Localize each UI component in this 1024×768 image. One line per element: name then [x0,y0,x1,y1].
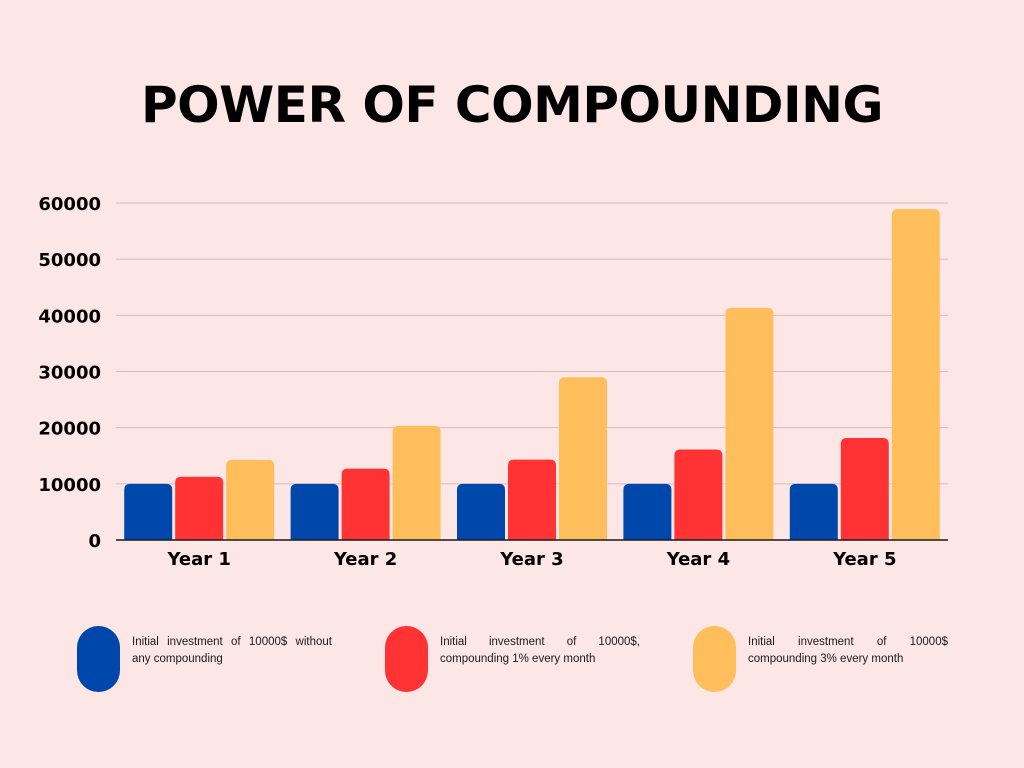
x-tick-label: Year 2 [333,549,397,570]
bar-3 [392,425,441,540]
x-tick-label: Year 1 [166,549,230,570]
legend-swatch-yellow [693,626,736,692]
y-tick-label: 20000 [38,419,101,440]
bar-chart: 0 10000 20000 30000 40000 50000 60000 Year 1 Yea… [38,194,948,570]
bar-3 [559,377,607,540]
bar-1 [290,483,339,540]
y-tick-label: 10000 [38,475,101,496]
bar-3 [891,209,940,540]
legend-label: Initial investment of 10000$ compounding… [748,636,948,665]
legend-label: Initial investment of 10000$, compoundin… [440,636,640,665]
y-tick-label: 0 [88,531,101,552]
bar-1 [124,483,173,540]
bar-3 [725,307,774,540]
y-tick-label: 50000 [38,250,101,271]
bar-1 [457,483,505,540]
x-tick-label: Year 3 [499,549,563,570]
legend-swatch-red [385,626,428,692]
y-tick-label: 30000 [38,363,101,384]
chart-title: POWER OF COMPOUNDING [141,76,883,134]
bar-2 [674,449,723,540]
bar-1 [623,483,672,540]
y-tick-label: 60000 [38,194,101,215]
x-tick-label: Year 5 [832,549,896,570]
y-tick-label: 40000 [38,306,101,327]
bar-1 [789,483,838,540]
bar-2 [508,459,556,540]
legend-swatch-blue [77,626,120,692]
bar-2 [341,468,390,540]
bar-3 [226,459,275,540]
bar-2 [840,437,889,540]
bar-2 [175,476,224,540]
legend-label: Initial investment of 10000$ without any… [132,636,332,665]
x-tick-label: Year 4 [666,549,730,570]
